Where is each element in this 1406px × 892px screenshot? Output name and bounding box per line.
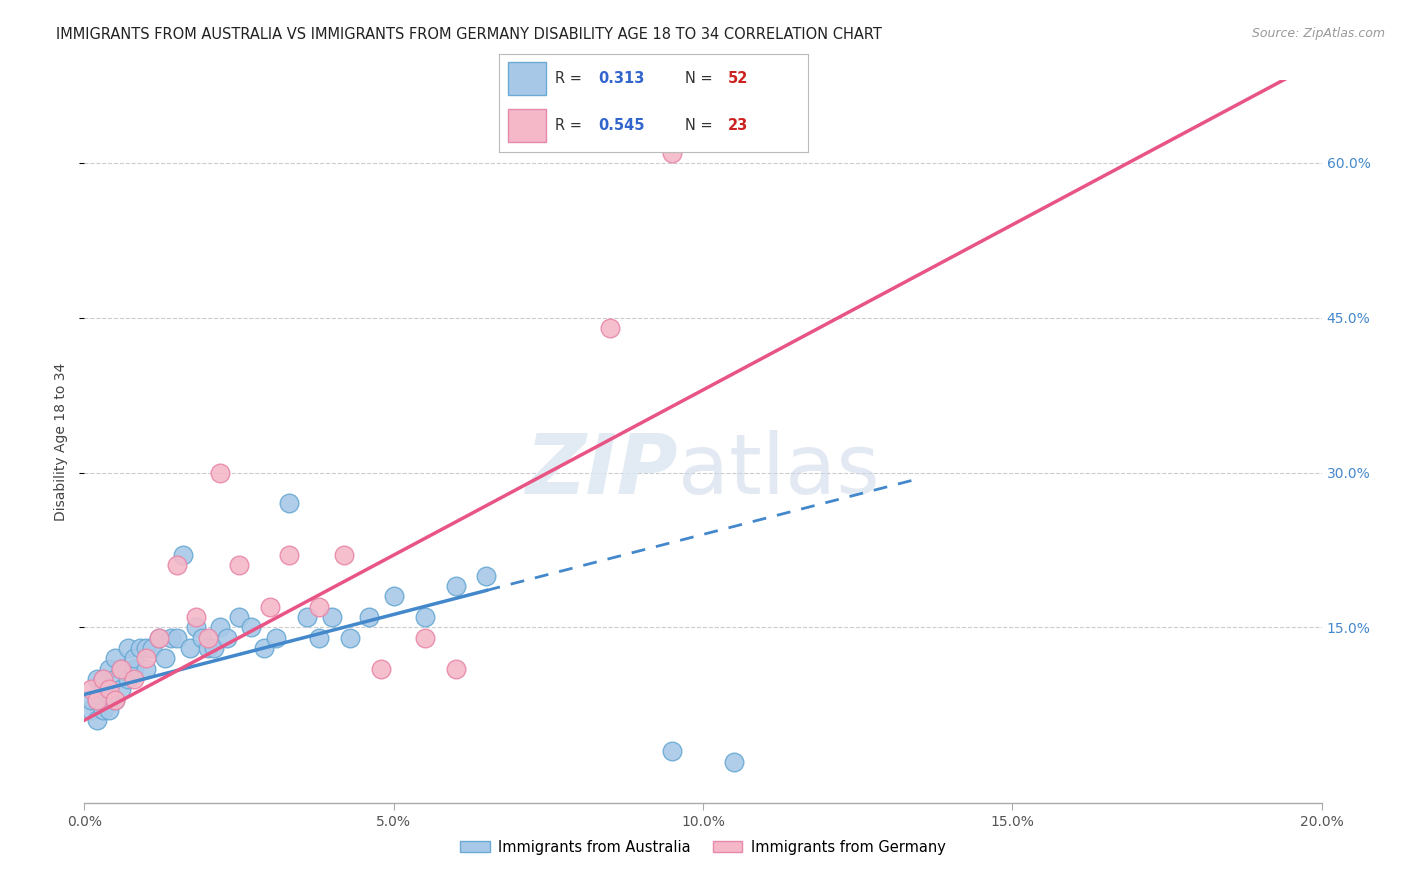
Point (357, 610, 380, 624)
Legend: Immigrants from Australia, Immigrants from Germany: Immigrants from Australia, Immigrants fr… (454, 834, 952, 861)
Text: IMMIGRANTS FROM AUSTRALIA VS IMMIGRANTS FROM GERMANY DISABILITY AGE 18 TO 34 COR: IMMIGRANTS FROM AUSTRALIA VS IMMIGRANTS … (56, 27, 882, 42)
Point (321, 610, 343, 624)
Point (79, 703, 101, 717)
Point (295, 610, 318, 624)
Point (240, 620, 263, 634)
Bar (509, 62, 546, 95)
Point (148, 631, 170, 645)
Point (86, 672, 108, 686)
Text: atlas: atlas (678, 430, 880, 511)
Point (86, 692, 108, 706)
Point (91, 672, 114, 686)
Point (135, 651, 157, 665)
Point (370, 662, 392, 676)
Text: 23: 23 (728, 118, 748, 133)
Point (197, 631, 219, 645)
Point (599, 321, 621, 335)
Point (91, 703, 114, 717)
Text: N =: N = (685, 118, 717, 133)
Point (117, 672, 139, 686)
Bar (509, 110, 546, 142)
Point (413, 631, 436, 645)
Point (197, 640, 219, 655)
Point (308, 631, 330, 645)
Text: ZIP: ZIP (526, 430, 678, 511)
Text: N =: N = (685, 71, 717, 86)
Point (184, 620, 207, 634)
Point (277, 496, 299, 510)
Point (153, 651, 176, 665)
Point (264, 631, 287, 645)
Point (98, 662, 121, 676)
Point (129, 640, 152, 655)
Point (172, 548, 194, 562)
Point (104, 672, 127, 686)
Point (179, 640, 201, 655)
Text: Source: ZipAtlas.com: Source: ZipAtlas.com (1251, 27, 1385, 40)
Point (191, 631, 214, 645)
Point (122, 672, 145, 686)
Point (661, 145, 683, 160)
Point (104, 651, 127, 665)
Point (135, 662, 157, 676)
Point (79, 692, 101, 706)
Point (110, 682, 132, 697)
Text: R =: R = (555, 118, 586, 133)
Point (382, 590, 405, 604)
Point (141, 640, 163, 655)
Point (86, 692, 108, 706)
Point (104, 692, 127, 706)
Text: 0.545: 0.545 (598, 118, 644, 133)
Text: 52: 52 (728, 71, 748, 86)
Point (209, 466, 232, 480)
Point (148, 631, 170, 645)
Point (166, 631, 188, 645)
Point (110, 662, 132, 676)
Point (91, 682, 114, 697)
Text: R =: R = (555, 71, 586, 86)
Point (333, 548, 356, 562)
Point (228, 558, 250, 573)
Point (117, 640, 139, 655)
Point (723, 755, 745, 769)
Point (184, 610, 207, 624)
Point (444, 662, 467, 676)
Point (277, 548, 299, 562)
Point (339, 631, 361, 645)
Point (202, 640, 225, 655)
Point (166, 558, 188, 573)
Point (444, 579, 467, 593)
Point (661, 744, 683, 758)
Point (98, 703, 121, 717)
Point (253, 640, 276, 655)
Text: 0.313: 0.313 (598, 71, 644, 86)
Point (91, 672, 114, 686)
Point (475, 568, 498, 582)
Point (122, 651, 145, 665)
Point (228, 610, 250, 624)
Y-axis label: Disability Age 18 to 34: Disability Age 18 to 34 (55, 362, 69, 521)
Point (308, 599, 330, 614)
Point (413, 610, 436, 624)
Point (215, 631, 238, 645)
Point (135, 640, 157, 655)
Point (110, 662, 132, 676)
Point (79, 682, 101, 697)
Point (259, 599, 281, 614)
Point (104, 692, 127, 706)
Point (122, 662, 145, 676)
Point (209, 620, 232, 634)
Point (98, 682, 121, 697)
Point (98, 682, 121, 697)
Point (86, 713, 108, 727)
Point (160, 631, 183, 645)
